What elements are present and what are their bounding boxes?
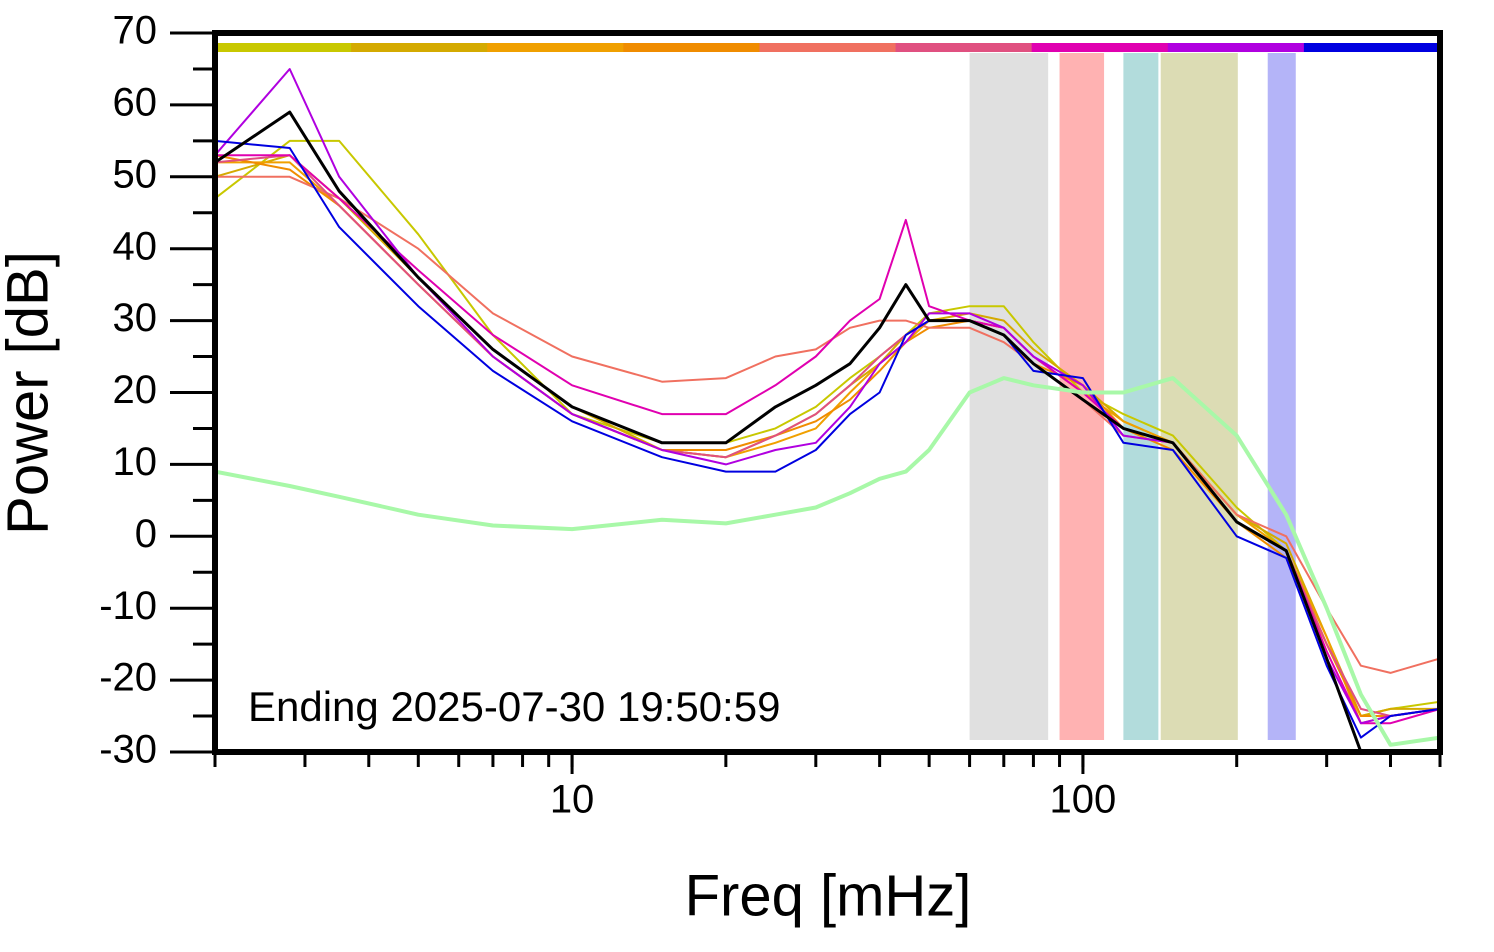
band (1123, 53, 1159, 740)
series-line (215, 110, 1363, 752)
series-line (215, 154, 1440, 717)
series-line (215, 161, 1440, 725)
color-bar-segment (351, 43, 488, 52)
series-line (215, 154, 1440, 717)
band (1059, 53, 1105, 740)
series-line (215, 376, 1440, 747)
y-tick-label: 40 (113, 224, 158, 268)
y-tick-label: -30 (99, 728, 157, 772)
y-tick-label: 50 (113, 152, 158, 196)
y-tick-label: -10 (99, 584, 157, 628)
y-tick-label: 0 (135, 512, 157, 556)
band (969, 53, 1049, 740)
plot-frame (212, 30, 1443, 755)
annotation: Ending 2025-07-30 19:50:59 (248, 683, 780, 730)
series-line (215, 154, 1440, 717)
series-line (215, 139, 1440, 739)
band (1160, 53, 1238, 740)
series-line (215, 139, 1440, 717)
lines (215, 68, 1440, 752)
color-bar-segment (1167, 43, 1305, 52)
x-axis-title: Freq [mHz] (685, 863, 972, 928)
x-tick-label: 100 (1050, 778, 1117, 822)
series-line (215, 175, 1440, 674)
color-bar-segment (487, 43, 624, 52)
y-tick-label: 20 (113, 368, 158, 412)
series-line (215, 154, 1440, 725)
color-bar-segment (759, 43, 897, 52)
y-tick-label: 30 (113, 296, 158, 340)
y-tick-label: 10 (113, 440, 158, 484)
y-axis-title: Power [dB] (0, 251, 60, 535)
color-bar-segment (215, 43, 352, 52)
color-bar-segment (895, 43, 1033, 52)
y-tick-label: 60 (113, 80, 158, 124)
y-tick-label: 70 (113, 9, 158, 53)
axes: -30 -20 -10 0 10 20 30 40 50 60 70 10 100 (99, 9, 1442, 822)
band (1267, 53, 1296, 740)
color-bar-segment (1303, 43, 1441, 52)
y-tick-label: -20 (99, 656, 157, 700)
color-bar-segment (623, 43, 760, 52)
bands (969, 53, 1296, 740)
color-bar-segment (1031, 43, 1169, 52)
color-bar (215, 43, 1441, 52)
x-tick-label: 10 (550, 778, 595, 822)
